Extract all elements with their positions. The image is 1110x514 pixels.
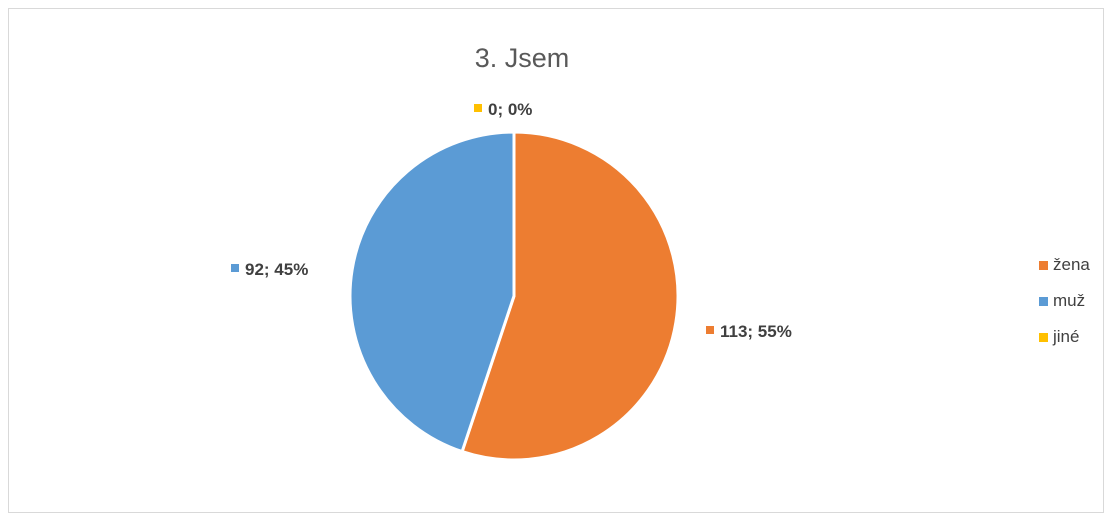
data-label-key-zena	[706, 326, 714, 334]
legend-label-muz: muž	[1053, 291, 1086, 310]
legend-label-jine: jiné	[1053, 327, 1080, 346]
data-label-zena: 113; 55%	[720, 322, 792, 341]
legend-item-jine: jiné	[1039, 319, 1090, 355]
legend-swatch-muz	[1039, 296, 1048, 306]
legend-item-zena: žena	[1039, 247, 1090, 283]
data-labels: 113; 55% 92; 45% 0; 0%	[231, 100, 792, 341]
chart-title: 3. Jsem	[474, 43, 570, 73]
data-label-jine: 0; 0%	[488, 100, 532, 119]
data-label-key-jine	[474, 104, 482, 112]
legend-item-muz: muž	[1039, 283, 1090, 319]
legend-swatch-zena	[1039, 260, 1048, 270]
chart-frame: 3. Jsem 113; 55% 92; 45% 0; 0% žena muž ji…	[8, 8, 1104, 513]
pie-chart: 113; 55% 92; 45% 0; 0%	[231, 100, 792, 462]
legend-swatch-jine	[1039, 332, 1048, 342]
data-label-muz: 92; 45%	[245, 260, 308, 279]
legend-label-zena: žena	[1053, 255, 1090, 274]
data-label-key-muz	[231, 264, 239, 272]
legend: žena muž jiné	[1039, 247, 1090, 355]
pie-slices	[348, 130, 680, 462]
pie-slice-zena	[460, 130, 680, 462]
pie-slice-muz	[348, 130, 516, 454]
